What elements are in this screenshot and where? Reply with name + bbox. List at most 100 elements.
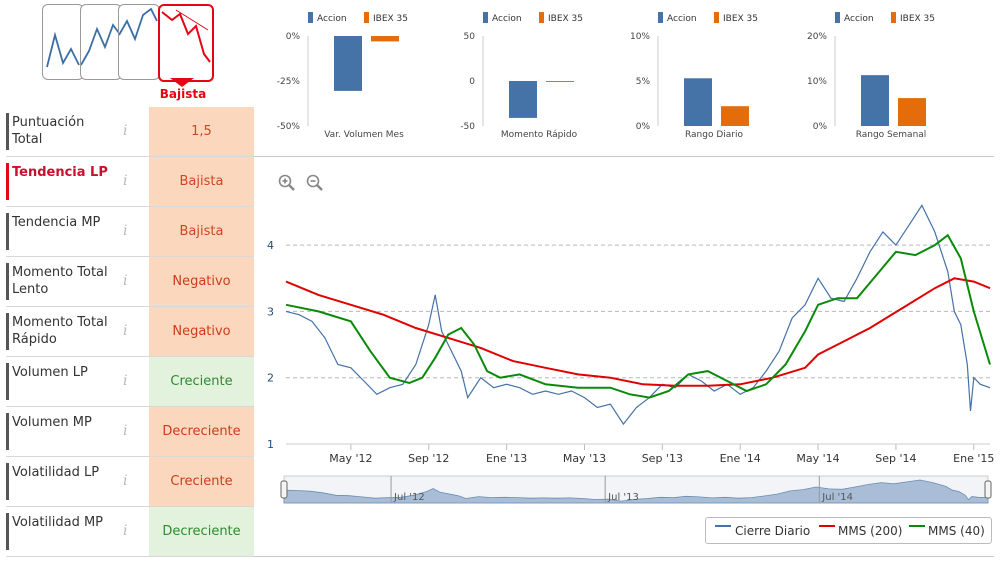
metric-value: Negativo <box>149 257 254 306</box>
navigator-label: Jul '14 <box>821 492 853 503</box>
legend-swatch <box>891 12 896 23</box>
metric-label: Volumen LP <box>12 365 88 380</box>
metric-label: Tendencia MP <box>12 215 101 230</box>
series-mms-200- <box>285 277 991 387</box>
zoom-in-icon[interactable] <box>278 174 296 192</box>
row-accent-bar <box>6 113 9 150</box>
price-chart[interactable]: 1 2 3 4 May '12 Sep '12 Ene '13 May '13 Sep '13 E… <box>254 157 1003 557</box>
metric-label: Volatilidad LP <box>12 465 100 480</box>
metric-row[interactable]: Volumen MP i Decreciente <box>6 407 254 457</box>
info-icon[interactable]: i <box>123 373 128 389</box>
metric-row[interactable]: Tendencia LP i Bajista <box>6 157 254 207</box>
y-tick-label: -50 <box>460 122 475 132</box>
legend-swatch-mms40 <box>909 525 925 527</box>
info-icon[interactable]: i <box>123 123 128 139</box>
chart-legend: Cierre Diario MMS (200) MMS (40) <box>705 517 992 544</box>
legend-label: Accion <box>667 14 697 24</box>
bar-accion <box>861 75 889 126</box>
bar-accion <box>684 78 712 126</box>
legend-swatch <box>714 12 719 23</box>
metric-value: Negativo <box>149 307 254 356</box>
y-tick-label: 2 <box>267 372 274 385</box>
legend-item-mms-200[interactable]: MMS (200) <box>838 524 903 538</box>
zoom-controls <box>278 174 329 196</box>
info-icon[interactable]: i <box>123 273 128 289</box>
row-accent-bar <box>6 363 9 400</box>
bar-accion <box>334 36 362 91</box>
x-tick-label: May '12 <box>329 452 372 465</box>
trend-card-4-active[interactable] <box>158 4 214 82</box>
navigator-label: Jul '12 <box>393 492 425 503</box>
info-icon[interactable]: i <box>123 523 128 539</box>
metric-label: Puntuación Total <box>12 115 85 147</box>
trend-pointer <box>170 78 194 87</box>
metric-row[interactable]: Volatilidad MP i Decreciente <box>6 507 254 557</box>
metric-row[interactable]: Puntuación Total i 1,5 <box>6 107 254 157</box>
bar-ibex-35 <box>371 36 399 42</box>
bar-ibex-35 <box>898 98 926 126</box>
y-tick-label: 10% <box>807 77 827 87</box>
bar-accion <box>509 81 537 118</box>
metric-label: Volatilidad MP <box>12 515 104 530</box>
trend-label: Bajista <box>159 87 207 101</box>
metric-value: Creciente <box>149 457 254 506</box>
legend-swatch <box>364 12 369 23</box>
legend-swatch <box>483 12 488 23</box>
metric-value: Bajista <box>149 157 254 206</box>
row-accent-bar <box>6 463 9 500</box>
zoom-out-icon[interactable] <box>306 174 324 192</box>
series-cierre-diario <box>285 204 991 426</box>
y-tick-label: 3 <box>267 305 274 318</box>
bar-ibex-35 <box>546 81 574 82</box>
trend-card-1[interactable] <box>42 4 84 80</box>
metric-row[interactable]: Tendencia MP i Bajista <box>6 207 254 257</box>
row-accent-bar <box>6 213 9 250</box>
metric-value: Bajista <box>149 207 254 256</box>
chart-title: Var. Volumen Mes <box>324 130 404 140</box>
info-icon[interactable]: i <box>123 323 128 339</box>
y-tick-label: 0% <box>286 32 301 42</box>
legend-swatch <box>539 12 544 23</box>
legend-label: Accion <box>317 14 347 24</box>
legend-swatch-mms200 <box>819 525 835 527</box>
metric-label: Momento Total Lento <box>12 265 108 297</box>
row-accent-bar <box>6 263 9 300</box>
legend-swatch <box>835 12 840 23</box>
row-accent-bar <box>6 163 9 200</box>
y-tick-label: 10% <box>630 32 650 42</box>
info-icon[interactable]: i <box>123 223 128 239</box>
info-icon[interactable]: i <box>123 173 128 189</box>
chart-title: Momento Rápido <box>501 130 578 140</box>
legend-swatch <box>658 12 663 23</box>
y-tick-label: 50 <box>464 32 476 42</box>
metric-row[interactable]: Volatilidad LP i Creciente <box>6 457 254 507</box>
x-tick-label: Sep '13 <box>642 452 683 465</box>
metric-row[interactable]: Momento Total Lento i Negativo <box>6 257 254 307</box>
trend-card-2[interactable] <box>80 4 122 80</box>
trend-card-3[interactable] <box>118 4 160 80</box>
info-icon[interactable]: i <box>123 473 128 489</box>
metric-row[interactable]: Momento Total Rápido i Negativo <box>6 307 254 357</box>
legend-swatch-cierre <box>715 525 731 527</box>
chart-title: Rango Semanal <box>856 130 927 140</box>
y-tick-label: 0% <box>636 122 651 132</box>
trend-sparkline-icon <box>118 7 158 42</box>
y-tick-label: 4 <box>267 239 274 252</box>
info-icon[interactable]: i <box>123 423 128 439</box>
navigator-handle <box>280 480 288 499</box>
legend-item-mms-40[interactable]: MMS (40) <box>928 524 985 538</box>
x-tick-label: Sep '12 <box>408 452 449 465</box>
legend-item-cierre-diario[interactable]: Cierre Diario <box>735 524 811 538</box>
series-mms-40- <box>285 233 991 399</box>
metric-value: 1,5 <box>149 107 254 156</box>
y-tick-label: -50% <box>277 122 301 132</box>
row-accent-bar <box>6 513 9 550</box>
metric-label: Momento Total Rápido <box>12 315 108 347</box>
metric-row[interactable]: Volumen LP i Creciente <box>6 357 254 407</box>
y-tick-label: -25% <box>277 77 301 87</box>
row-accent-bar <box>6 313 9 350</box>
metric-label: Tendencia LP <box>12 165 108 180</box>
metric-value: Decreciente <box>149 507 254 556</box>
metric-label: Volumen MP <box>12 415 92 430</box>
x-tick-label: May '14 <box>796 452 839 465</box>
